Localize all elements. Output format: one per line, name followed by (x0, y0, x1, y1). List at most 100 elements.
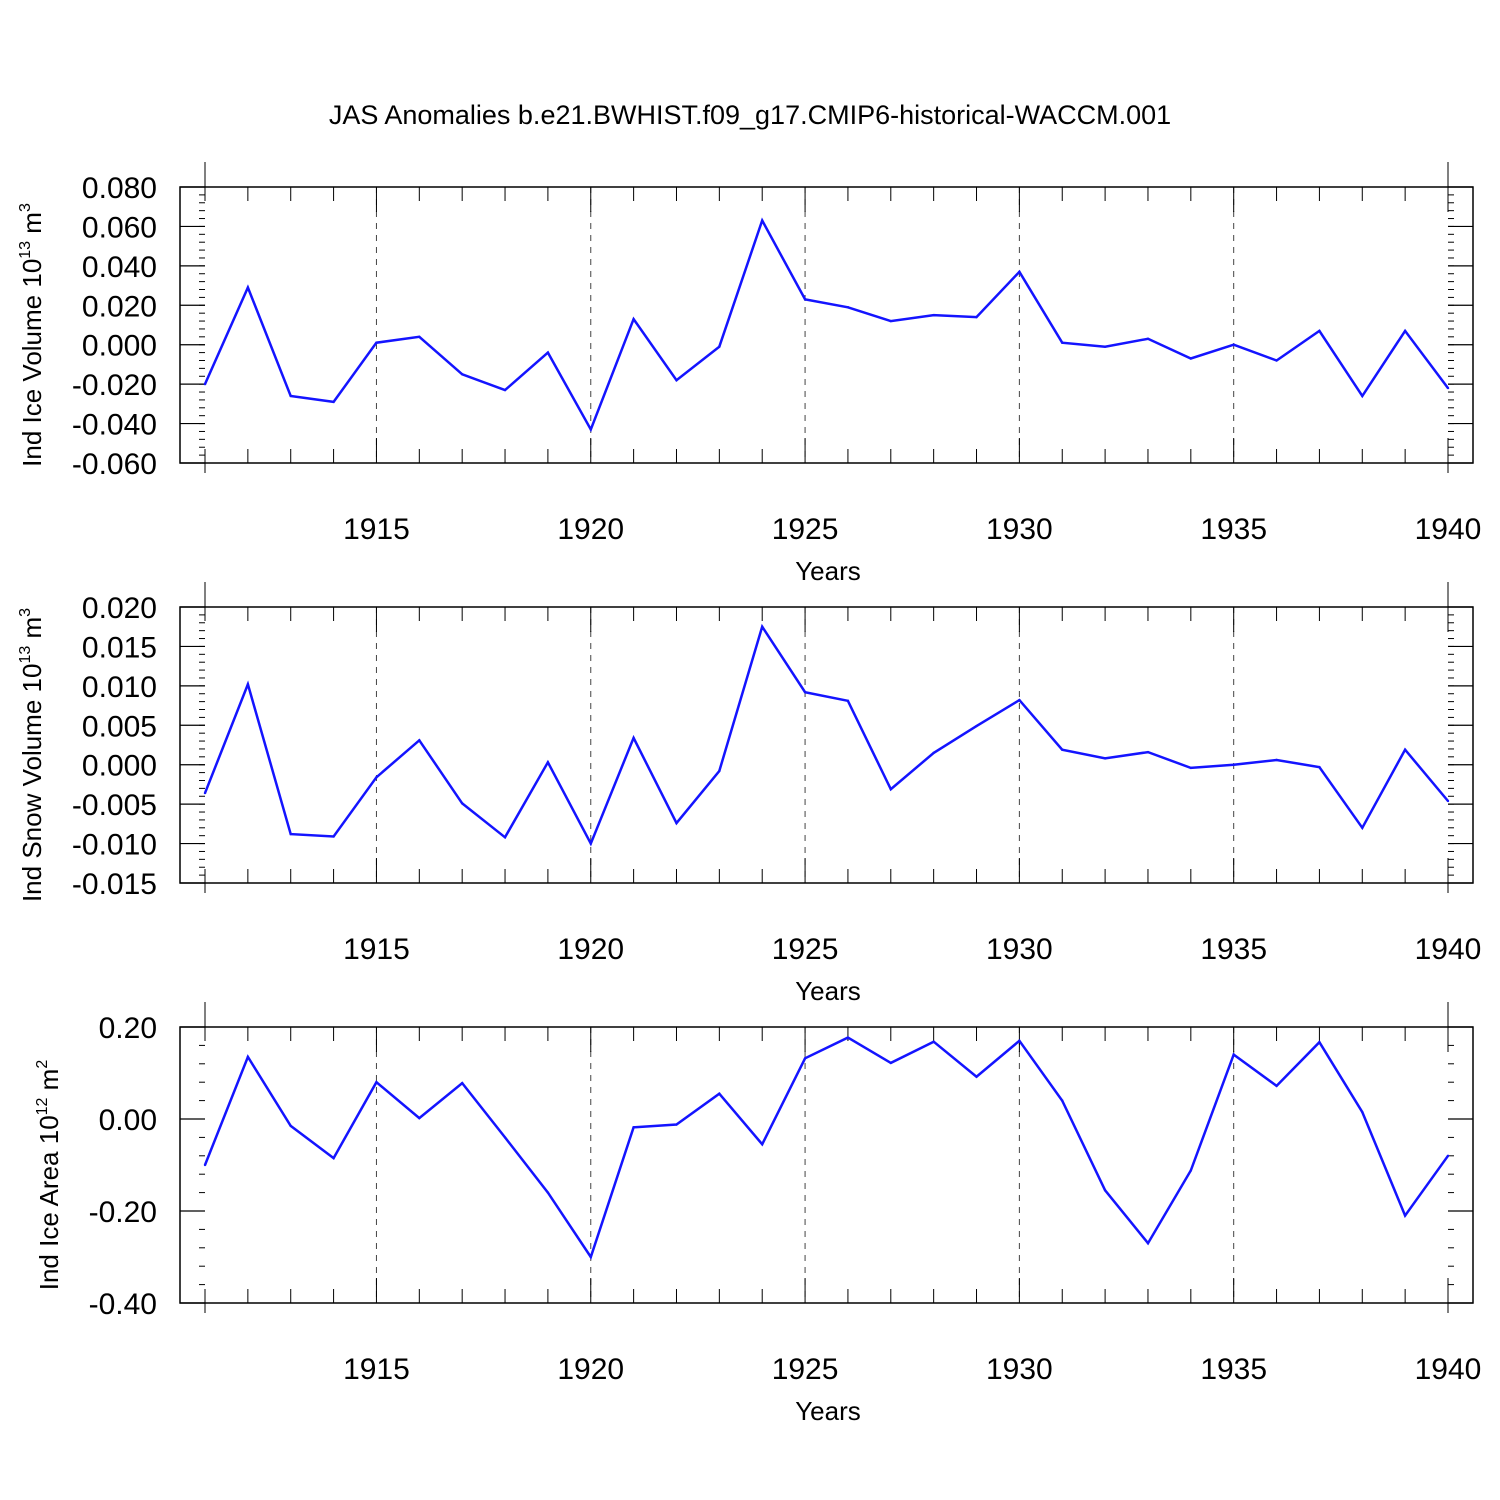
data-point (546, 761, 550, 764)
y-tick-label: 0.000 (82, 330, 157, 363)
data-point (761, 625, 764, 628)
y-tick-label: -0.010 (72, 829, 157, 862)
x-tick-label: 1935 (1200, 933, 1267, 966)
data-point (375, 1081, 378, 1084)
series-line (203, 217, 1449, 433)
data-point (460, 1081, 464, 1085)
chart-panel-3: -0.40 -0.20 0.00 0.20 1915 1920 1925 1930 1935 19… (34, 1002, 1481, 1426)
x-tick-label: 1920 (557, 933, 624, 966)
data-point (418, 335, 421, 339)
data-point (1061, 1099, 1064, 1102)
data-point (332, 1156, 335, 1160)
data-point (718, 1092, 721, 1095)
data-point (1446, 386, 1450, 390)
data-point (203, 791, 207, 795)
y-tick-label: 0.040 (82, 251, 157, 284)
data-point (589, 428, 592, 431)
data-point (803, 1057, 807, 1060)
data-point (289, 1124, 292, 1128)
chart-panel-1: -0.060 -0.040 -0.020 0.000 0.020 0.040 0.060 0.… (17, 162, 1481, 586)
data-point (1018, 270, 1021, 273)
data-point (632, 736, 635, 740)
x-tick-label: 1920 (557, 513, 624, 546)
data-point (1232, 343, 1235, 346)
data-point (1189, 1169, 1193, 1172)
data-point (1146, 337, 1150, 340)
data-point (503, 388, 507, 392)
data-point (889, 787, 892, 791)
x-axis-title: Years (795, 556, 861, 586)
y-tick-label: -0.015 (72, 868, 157, 901)
y-axis-title: Ind Ice Volume 1013 m3 (17, 203, 47, 467)
x-tick-label: 1940 (1415, 513, 1482, 546)
data-point (1146, 1242, 1150, 1245)
chart-panel-2: -0.015 -0.010 -0.005 0.000 0.005 0.010 0.015 0.… (17, 582, 1481, 1006)
x-tick-label: 1930 (986, 513, 1053, 546)
data-point (675, 379, 678, 382)
data-point (1103, 345, 1107, 348)
data-point (761, 1143, 764, 1146)
data-point (1403, 329, 1407, 333)
data-point (289, 832, 292, 836)
data-point (846, 1036, 850, 1039)
data-point (675, 1123, 678, 1126)
x-axis-title: Years (795, 976, 861, 1006)
data-point (418, 739, 421, 742)
data-point (718, 345, 721, 348)
data-point (1061, 748, 1064, 751)
data-point (1318, 765, 1321, 769)
data-point (975, 724, 978, 728)
data-point (1446, 799, 1450, 803)
x-tick-label: 1920 (557, 1353, 624, 1386)
x-tick-label: 1940 (1415, 933, 1482, 966)
data-point (289, 394, 292, 398)
x-tick-label: 1930 (986, 933, 1053, 966)
data-point (589, 1255, 592, 1259)
x-tick-label: 1915 (343, 513, 410, 546)
y-tick-label: 0.020 (82, 592, 157, 625)
data-point (1318, 1040, 1321, 1044)
data-point (1232, 763, 1235, 766)
figure-title: JAS Anomalies b.e21.BWHIST.f09_g17.CMIP6… (329, 100, 1171, 130)
data-point (975, 1075, 978, 1078)
data-point (1275, 359, 1278, 362)
data-point (1103, 757, 1107, 760)
y-tick-label: 0.00 (99, 1104, 157, 1137)
y-tick-label: 0.010 (82, 671, 157, 704)
data-point (1318, 329, 1321, 333)
x-tick-label: 1925 (772, 1353, 839, 1386)
y-tick-label: -0.005 (72, 789, 157, 822)
y-axis-title: Ind Ice Area 1012 m2 (34, 1060, 64, 1291)
data-point (1018, 698, 1021, 702)
data-point (1361, 394, 1364, 398)
x-tick-label: 1940 (1415, 1353, 1482, 1386)
data-point (1189, 766, 1193, 770)
data-point (203, 382, 207, 386)
data-point (418, 1116, 421, 1120)
data-point (632, 317, 635, 321)
x-axis-title: Years (795, 1396, 861, 1426)
data-point (203, 1163, 207, 1167)
data-point (1061, 341, 1064, 344)
y-tick-label: -0.020 (72, 369, 157, 402)
x-tick-label: 1935 (1200, 513, 1267, 546)
data-point (246, 1055, 250, 1059)
data-point (375, 776, 378, 779)
y-tick-label: 0.060 (82, 211, 157, 244)
data-point (846, 699, 850, 703)
data-point (1275, 758, 1278, 762)
y-tick-label: 0.015 (82, 631, 157, 664)
series-line (203, 1036, 1450, 1260)
y-tick-label: 0.20 (99, 1012, 157, 1045)
data-point (589, 842, 592, 845)
data-point (632, 1126, 635, 1129)
y-tick-label: 0.020 (82, 290, 157, 323)
data-point (1018, 1039, 1021, 1043)
data-point (1146, 750, 1150, 754)
data-point (1361, 826, 1364, 829)
data-point (761, 219, 764, 222)
plot-frame (179, 1026, 1474, 1304)
data-point (889, 319, 892, 323)
data-point (546, 351, 550, 354)
data-point (846, 306, 850, 309)
